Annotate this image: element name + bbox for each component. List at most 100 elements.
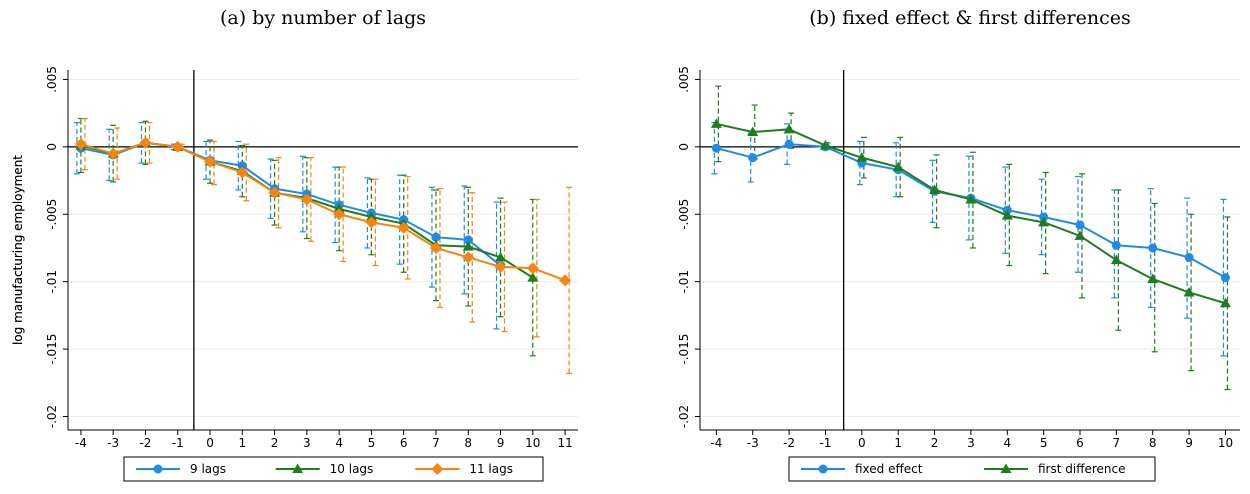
x-tick-label: 6 xyxy=(1076,436,1084,450)
marker xyxy=(397,221,410,234)
marker xyxy=(526,262,539,275)
x-tick-label: 2 xyxy=(931,436,939,450)
error-bar xyxy=(267,158,274,219)
marker xyxy=(236,166,249,179)
x-tick-label: 7 xyxy=(432,436,440,450)
x-tick-label: 1 xyxy=(894,436,902,450)
x-tick-label: 9 xyxy=(497,436,505,450)
marker xyxy=(747,126,759,137)
marker xyxy=(710,118,722,128)
error-bar xyxy=(897,136,904,198)
marker xyxy=(784,139,794,149)
error-bar xyxy=(142,120,149,165)
marker xyxy=(1110,254,1122,265)
panel-title: (a) by number of lags xyxy=(220,7,426,29)
marker xyxy=(365,216,378,229)
x-tick-label: 7 xyxy=(1113,436,1121,450)
error-bar xyxy=(461,185,468,295)
error-bar xyxy=(1038,178,1045,256)
x-tick-label: 8 xyxy=(1149,436,1157,450)
marker xyxy=(748,153,758,163)
marker xyxy=(819,140,831,150)
marker xyxy=(1111,240,1121,250)
x-tick-label: 9 xyxy=(1185,436,1193,450)
error-bar xyxy=(1075,175,1081,273)
y-tick-label: -.02 xyxy=(677,405,691,428)
x-tick-label: 3 xyxy=(967,436,975,450)
marker xyxy=(365,211,377,221)
marker xyxy=(1147,273,1159,283)
legend-label: 11 lags xyxy=(469,462,513,476)
x-tick-label: -2 xyxy=(783,436,795,450)
x-tick-label: 11 xyxy=(557,436,572,450)
x-tick-label: 1 xyxy=(238,436,246,450)
marker xyxy=(333,203,345,213)
marker xyxy=(431,463,444,475)
y-tick-label: .005 xyxy=(677,66,691,93)
marker xyxy=(494,260,507,273)
marker xyxy=(1001,210,1013,220)
marker xyxy=(1148,243,1158,253)
y-tick-label: 0 xyxy=(677,143,691,151)
error-bar xyxy=(1220,198,1227,357)
y-tick-label: -.02 xyxy=(45,405,59,428)
y-axis-label: log manufacturing employment xyxy=(11,155,25,345)
marker xyxy=(965,193,977,204)
x-tick-label: 4 xyxy=(1003,436,1011,450)
marker xyxy=(1219,297,1231,308)
legend-label: 10 lags xyxy=(330,462,374,476)
error-bar xyxy=(1188,213,1195,372)
marker xyxy=(711,143,721,153)
legend-box xyxy=(788,456,1156,482)
x-tick-label: -1 xyxy=(172,436,184,450)
x-tick-label: 5 xyxy=(368,436,376,450)
marker xyxy=(431,232,441,242)
error-bar xyxy=(1115,189,1122,331)
marker xyxy=(462,241,474,251)
error-bar xyxy=(929,159,936,223)
y-tick-label: .005 xyxy=(45,66,59,93)
x-tick-label: -2 xyxy=(139,436,151,450)
marker xyxy=(929,184,941,194)
error-bar xyxy=(340,166,347,263)
x-tick-label: 2 xyxy=(271,436,279,450)
marker xyxy=(462,251,475,264)
error-bar xyxy=(207,139,214,184)
error-bar xyxy=(1224,216,1231,391)
marker xyxy=(1075,220,1085,230)
y-tick-label: -.015 xyxy=(677,334,691,365)
marker xyxy=(268,186,281,199)
marker xyxy=(856,152,868,162)
marker xyxy=(74,138,87,151)
series-line xyxy=(716,143,1226,279)
error-bar xyxy=(211,140,218,186)
marker xyxy=(153,464,163,474)
x-tick-label: 10 xyxy=(1218,436,1233,450)
marker xyxy=(139,136,152,149)
marker xyxy=(559,274,572,287)
marker xyxy=(1184,252,1194,262)
series-line xyxy=(80,141,566,282)
marker xyxy=(1000,463,1012,473)
marker xyxy=(107,147,120,160)
x-tick-label: -4 xyxy=(75,436,87,450)
legend-label: first difference xyxy=(1038,462,1126,476)
legend-label: fixed effect xyxy=(855,462,923,476)
marker xyxy=(429,241,442,254)
error-bar xyxy=(432,189,439,302)
x-tick-label: 3 xyxy=(303,436,311,450)
error-bar xyxy=(1079,173,1085,299)
marker xyxy=(783,123,795,134)
marker xyxy=(300,193,313,206)
marker xyxy=(292,463,304,473)
marker xyxy=(1220,273,1230,283)
x-tick-label: 8 xyxy=(464,436,472,450)
series-line xyxy=(716,122,1226,305)
marker xyxy=(527,272,539,282)
marker xyxy=(463,235,473,245)
error-bar xyxy=(299,155,306,233)
marker xyxy=(818,464,828,474)
panel-title: (b) fixed effect & first differences xyxy=(809,7,1130,29)
error-bar xyxy=(856,140,863,186)
marker xyxy=(204,155,217,168)
